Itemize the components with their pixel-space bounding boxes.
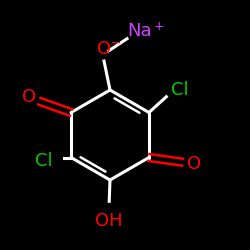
Text: O: O [187, 155, 201, 173]
Text: +: + [154, 20, 164, 33]
Text: O: O [22, 88, 36, 106]
Text: Cl: Cl [35, 152, 52, 170]
Text: Na: Na [128, 22, 152, 40]
Text: Cl: Cl [171, 81, 189, 99]
Text: OH: OH [95, 212, 122, 230]
Text: −: − [110, 36, 121, 50]
Text: O: O [97, 40, 111, 58]
